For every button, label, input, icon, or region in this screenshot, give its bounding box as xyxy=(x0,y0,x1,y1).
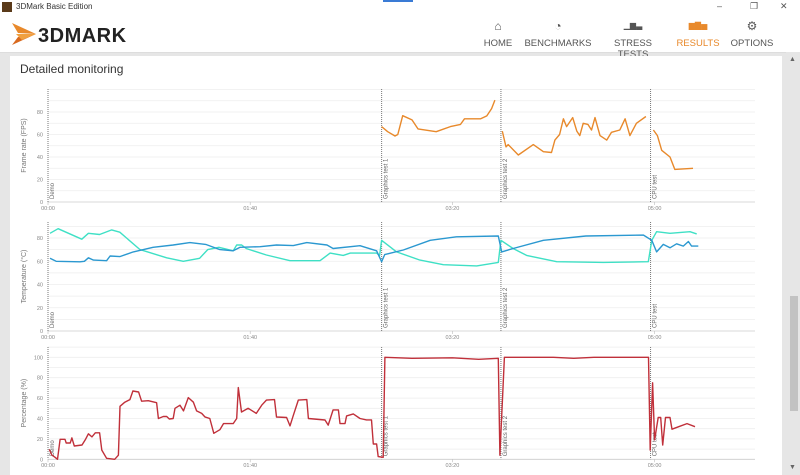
series-line-0 xyxy=(49,228,697,267)
title-accent xyxy=(383,0,413,2)
gear-icon: ⚙ xyxy=(746,19,758,33)
series-line-0 xyxy=(501,115,647,156)
x-tick-label: 03:20 xyxy=(446,206,460,212)
bars-icon: ▁▆▃ xyxy=(623,21,643,30)
window-title: 3DMark Basic Edition xyxy=(16,2,93,11)
y-tick-label: 60 xyxy=(37,259,43,265)
y-tick-label: 60 xyxy=(37,396,43,402)
y-tick-label: 0 xyxy=(40,457,43,463)
series-line-0 xyxy=(652,129,694,171)
y-tick-label: 100 xyxy=(34,355,43,361)
nav-benchmarks-label: BENCHMARKS xyxy=(524,38,592,49)
restore-button[interactable]: ❐ xyxy=(750,1,759,11)
nav-home[interactable]: ⌂ HOME xyxy=(480,15,516,52)
test-marker-label: Graphics test 1 xyxy=(384,158,390,199)
y-axis-label: Percentage (%) xyxy=(21,379,28,428)
y-axis-label: Frame rate (FPS) xyxy=(21,118,28,172)
y-tick-label: 80 xyxy=(37,376,43,382)
nav-home-label: HOME xyxy=(483,38,513,49)
test-marker-label: CPU test xyxy=(653,432,659,456)
x-tick-label: 03:20 xyxy=(446,463,460,469)
y-tick-label: 40 xyxy=(37,155,43,161)
title-bar: 3DMark Basic Edition – ❐ ✕ xyxy=(0,0,800,15)
chart-2: 0 20 40 60 80 100 Percentage (%) 00:00 01:40 03:2… xyxy=(21,346,755,469)
x-tick-label: 00:00 xyxy=(41,335,55,341)
test-marker-label: Graphics test 2 xyxy=(503,415,509,456)
x-tick-label: 01:40 xyxy=(243,206,257,212)
test-marker-label: Graphics test 1 xyxy=(384,287,390,328)
test-marker-label: Demo xyxy=(50,440,56,457)
x-tick-label: 00:00 xyxy=(41,206,55,212)
scroll-down-arrow-icon[interactable]: ▼ xyxy=(789,464,796,471)
x-tick-label: 05:00 xyxy=(648,335,662,341)
y-axis-label: Temperature (°C) xyxy=(20,250,28,304)
scrollbar-thumb[interactable] xyxy=(790,296,798,411)
series-line-0 xyxy=(48,356,696,460)
app-icon xyxy=(2,2,12,12)
y-tick-label: 20 xyxy=(37,306,43,312)
series-line-1 xyxy=(49,234,699,263)
chart-1: 0 20 40 60 80 Temperature (°C) 00:00 01:40 03:20… xyxy=(20,222,755,341)
3dmark-logo[interactable]: 3DMARK xyxy=(10,19,140,49)
close-button[interactable]: ✕ xyxy=(780,1,788,11)
nav-results-label: RESULTS xyxy=(676,38,720,49)
series-line-0 xyxy=(381,99,496,137)
x-tick-label: 01:40 xyxy=(243,335,257,341)
x-tick-label: 01:40 xyxy=(243,463,257,469)
test-marker-label: Demo xyxy=(50,182,56,199)
scroll-up-arrow-icon[interactable]: ▲ xyxy=(789,56,796,63)
y-tick-label: 40 xyxy=(37,417,43,423)
chart-0: 0 20 40 60 80 Frame rate (FPS) 00:00 01:40 03:20… xyxy=(21,89,755,212)
test-marker-label: Graphics test 1 xyxy=(384,415,390,456)
nav-stress-tests[interactable]: ▁▆▃ STRESS TESTS xyxy=(600,15,666,60)
minimize-button[interactable]: – xyxy=(717,1,723,11)
gauge-icon: ◔ xyxy=(554,19,562,33)
nav-benchmarks[interactable]: ◔ BENCHMARKS xyxy=(524,15,592,52)
logo-text: 3DMARK xyxy=(38,25,127,47)
nav-stress-tests-label: STRESS TESTS xyxy=(613,38,652,60)
app-header: 3DMARK ⌂ HOME ◔ BENCHMARKS ▁▆▃ STRESS TE… xyxy=(0,15,800,60)
x-tick-label: 05:00 xyxy=(648,206,662,212)
y-tick-label: 20 xyxy=(37,178,43,184)
y-tick-label: 60 xyxy=(37,133,43,139)
scrollbar[interactable] xyxy=(786,52,800,475)
x-tick-label: 00:00 xyxy=(41,463,55,469)
x-tick-label: 05:00 xyxy=(648,463,662,469)
logo-wing-icon xyxy=(12,23,36,45)
x-tick-label: 03:20 xyxy=(446,335,460,341)
test-marker-label: Graphics test 2 xyxy=(503,287,509,328)
y-tick-label: 0 xyxy=(40,200,43,206)
section-title: Detailed monitoring xyxy=(20,62,124,76)
home-icon: ⌂ xyxy=(494,19,502,33)
test-marker-label: Graphics test 2 xyxy=(503,158,509,199)
y-tick-label: 0 xyxy=(40,329,43,335)
y-tick-label: 80 xyxy=(37,236,43,242)
results-chart-icon: ▆▇▅ xyxy=(688,21,708,30)
nav-options[interactable]: ⚙ OPTIONS xyxy=(728,15,776,52)
y-tick-label: 80 xyxy=(37,110,43,116)
y-tick-label: 20 xyxy=(37,437,43,443)
test-marker-label: CPU test xyxy=(653,175,659,199)
nav-options-label: OPTIONS xyxy=(730,38,774,49)
nav-results[interactable]: ▆▇▅ RESULTS xyxy=(676,15,720,52)
y-tick-label: 40 xyxy=(37,283,43,289)
test-marker-label: Demo xyxy=(50,311,56,328)
test-marker-label: CPU test xyxy=(653,304,659,328)
